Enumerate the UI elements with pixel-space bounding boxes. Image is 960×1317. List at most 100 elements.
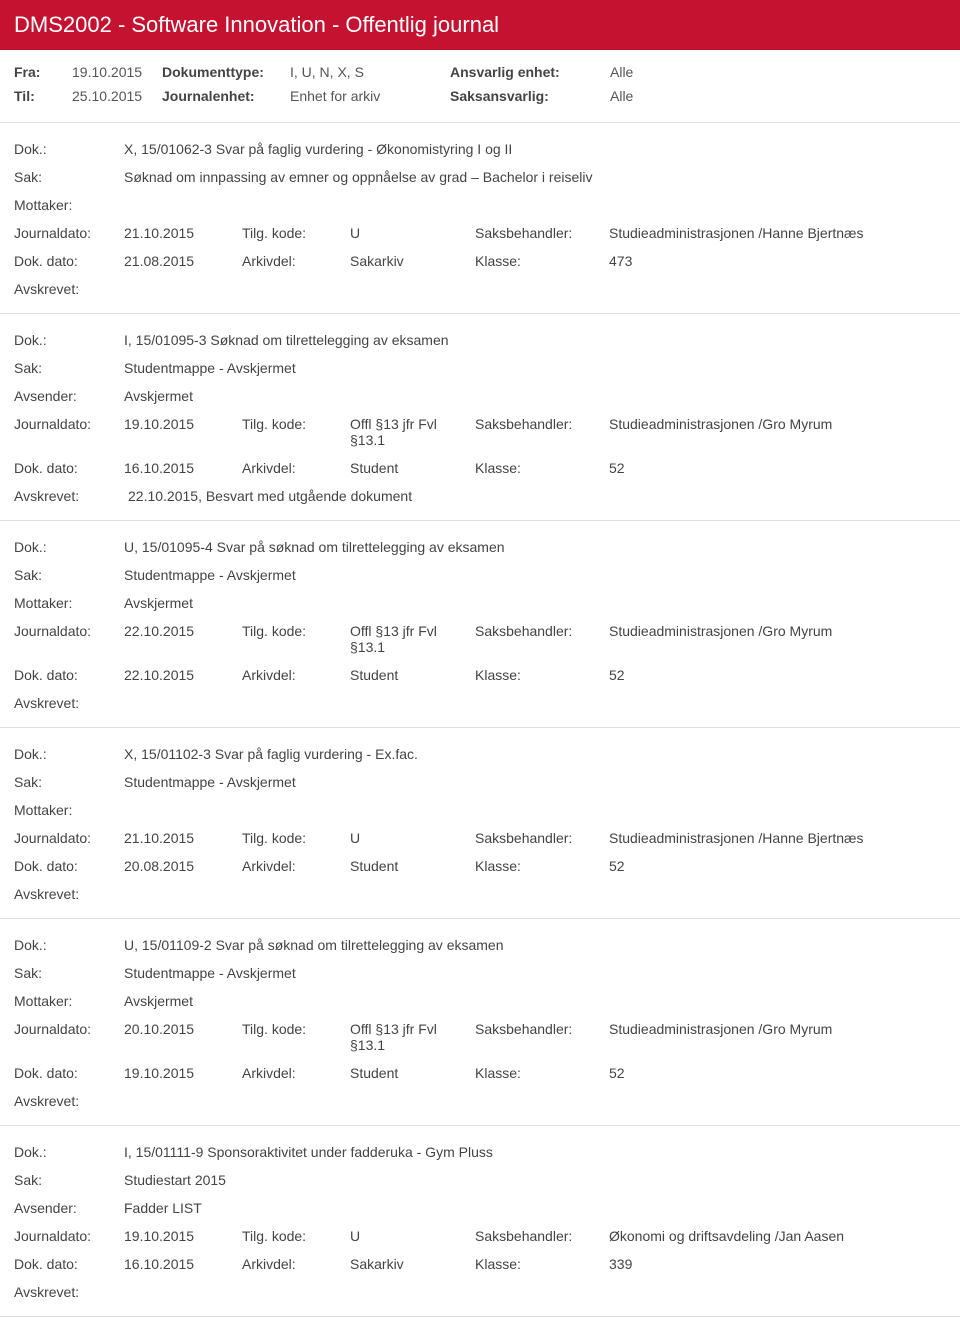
ansvarlig-value: Alle: [610, 64, 633, 80]
journal-entry: Dok.: U, 15/01095-4 Svar på søknad om ti…: [0, 521, 960, 728]
journaldato-value: 19.10.2015: [124, 1228, 242, 1244]
avskrevet-row: Avskrevet:: [14, 880, 946, 908]
party-label: Mottaker:: [14, 197, 124, 213]
doktype-value: I, U, N, X, S: [290, 64, 450, 80]
tilgkode-label: Tilg. kode:: [242, 623, 350, 639]
journaldato-value: 21.10.2015: [124, 225, 242, 241]
avskrevet-row: Avskrevet: 22.10.2015, Besvart med utgåe…: [14, 482, 946, 510]
sak-label: Sak:: [14, 360, 124, 376]
dok-value: I, 15/01095-3 Søknad om tilrettelegging …: [124, 332, 946, 348]
dokdato-value: 22.10.2015: [124, 667, 242, 683]
tilgkode-value: Offl §13 jfr Fvl §13.1: [350, 623, 475, 655]
dokdato-label: Dok. dato:: [14, 253, 124, 269]
klasse-value: 52: [609, 667, 946, 683]
dokdato-value: 16.10.2015: [124, 460, 242, 476]
journaldato-value: 22.10.2015: [124, 623, 242, 639]
avskrevet-label: Avskrevet:: [14, 1093, 124, 1109]
dokdato-label: Dok. dato:: [14, 1256, 124, 1272]
saksbehandler-label: Saksbehandler:: [475, 225, 609, 241]
party-row: Mottaker: Avskjermet: [14, 987, 946, 1015]
journal-entry: Dok.: X, 15/01062-3 Svar på faglig vurde…: [0, 123, 960, 314]
arkivdel-label: Arkivdel:: [242, 1065, 350, 1081]
filter-block: Fra: 19.10.2015 Dokumenttype: I, U, N, X…: [0, 50, 960, 123]
dokdato-value: 21.08.2015: [124, 253, 242, 269]
sak-label: Sak:: [14, 1172, 124, 1188]
dok-value: I, 15/01111-9 Sponsoraktivitet under fad…: [124, 1144, 946, 1160]
dok-label: Dok.:: [14, 746, 124, 762]
avskrevet-label: Avskrevet:: [14, 886, 124, 902]
dokdato-label: Dok. dato:: [14, 460, 124, 476]
til-label: Til:: [14, 88, 72, 104]
journalenhet-label: Journalenhet:: [162, 88, 290, 104]
arkivdel-value: Sakarkiv: [350, 253, 475, 269]
sak-label: Sak:: [14, 169, 124, 185]
tilgkode-label: Tilg. kode:: [242, 830, 350, 846]
klasse-label: Klasse:: [475, 667, 609, 683]
dok-row: Dok.: U, 15/01109-2 Svar på søknad om ti…: [14, 931, 946, 959]
klasse-value: 473: [609, 253, 946, 269]
journaldato-label: Journaldato:: [14, 225, 124, 241]
journalenhet-value: Enhet for arkiv: [290, 88, 450, 104]
saksbehandler-value: Studieadministrasjonen /Hanne Bjertnæs: [609, 225, 946, 241]
klasse-label: Klasse:: [475, 1065, 609, 1081]
arkivdel-label: Arkivdel:: [242, 460, 350, 476]
avskrevet-row: Avskrevet:: [14, 1278, 946, 1306]
dok-row: Dok.: X, 15/01102-3 Svar på faglig vurde…: [14, 740, 946, 768]
journal-entry: Dok.: U, 15/01109-2 Svar på søknad om ti…: [0, 919, 960, 1126]
arkivdel-value: Sakarkiv: [350, 1256, 475, 1272]
dok-row: Dok.: I, 15/01111-9 Sponsoraktivitet und…: [14, 1138, 946, 1166]
party-label: Mottaker:: [14, 993, 124, 1009]
journal-entry: Dok.: X, 15/01102-3 Svar på faglig vurde…: [0, 728, 960, 919]
filter-row-2: Til: 25.10.2015 Journalenhet: Enhet for …: [14, 84, 946, 108]
saksbehandler-value: Studieadministrasjonen /Hanne Bjertnæs: [609, 830, 946, 846]
party-row: Mottaker:: [14, 796, 946, 824]
avskrevet-label: Avskrevet:: [14, 281, 124, 297]
avskrevet-row: Avskrevet:: [14, 1087, 946, 1115]
party-value: Fadder LIST: [124, 1200, 946, 1216]
saksansvarlig-label: Saksansvarlig:: [450, 88, 610, 104]
journaldato-label: Journaldato:: [14, 416, 124, 432]
saksbehandler-label: Saksbehandler:: [475, 830, 609, 846]
dok-label: Dok.:: [14, 1144, 124, 1160]
ansvarlig-label: Ansvarlig enhet:: [450, 64, 610, 80]
dok-row: Dok.: X, 15/01062-3 Svar på faglig vurde…: [14, 135, 946, 163]
meta-row-1: Journaldato: 22.10.2015 Tilg. kode: Offl…: [14, 617, 946, 661]
sak-row: Sak: Studentmappe - Avskjermet: [14, 561, 946, 589]
doktype-label: Dokumenttype:: [162, 64, 290, 80]
arkivdel-value: Student: [350, 667, 475, 683]
saksbehandler-label: Saksbehandler:: [475, 623, 609, 639]
saksbehandler-label: Saksbehandler:: [475, 1228, 609, 1244]
party-row: Avsender: Avskjermet: [14, 382, 946, 410]
saksbehandler-value: Økonomi og driftsavdeling /Jan Aasen: [609, 1228, 946, 1244]
party-label: Avsender:: [14, 388, 124, 404]
dok-label: Dok.:: [14, 539, 124, 555]
sak-value: Søknad om innpassing av emner og oppnåel…: [124, 169, 946, 185]
filter-row-1: Fra: 19.10.2015 Dokumenttype: I, U, N, X…: [14, 60, 946, 84]
tilgkode-label: Tilg. kode:: [242, 1021, 350, 1037]
arkivdel-label: Arkivdel:: [242, 253, 350, 269]
sak-row: Sak: Studiestart 2015: [14, 1166, 946, 1194]
avskrevet-row: Avskrevet:: [14, 275, 946, 303]
journaldato-value: 21.10.2015: [124, 830, 242, 846]
meta-row-2: Dok. dato: 16.10.2015 Arkivdel: Sakarkiv…: [14, 1250, 946, 1278]
party-row: Avsender: Fadder LIST: [14, 1194, 946, 1222]
dok-label: Dok.:: [14, 332, 124, 348]
til-value: 25.10.2015: [72, 88, 162, 104]
avskrevet-value: 22.10.2015, Besvart med utgående dokumen…: [124, 488, 412, 504]
klasse-value: 52: [609, 460, 946, 476]
meta-row-1: Journaldato: 21.10.2015 Tilg. kode: U Sa…: [14, 219, 946, 247]
avskrevet-label: Avskrevet:: [14, 488, 124, 504]
saksbehandler-value: Studieadministrasjonen /Gro Myrum: [609, 623, 946, 639]
tilgkode-value: U: [350, 1228, 475, 1244]
tilgkode-label: Tilg. kode:: [242, 416, 350, 432]
page-title: DMS2002 - Software Innovation - Offentli…: [0, 0, 960, 50]
meta-row-2: Dok. dato: 21.08.2015 Arkivdel: Sakarkiv…: [14, 247, 946, 275]
party-label: Mottaker:: [14, 595, 124, 611]
party-row: Mottaker: Avskjermet: [14, 589, 946, 617]
arkivdel-label: Arkivdel:: [242, 858, 350, 874]
saksbehandler-value: Studieadministrasjonen /Gro Myrum: [609, 416, 946, 432]
meta-row-2: Dok. dato: 19.10.2015 Arkivdel: Student …: [14, 1059, 946, 1087]
tilgkode-value: U: [350, 225, 475, 241]
klasse-label: Klasse:: [475, 1256, 609, 1272]
sak-value: Studentmappe - Avskjermet: [124, 965, 946, 981]
